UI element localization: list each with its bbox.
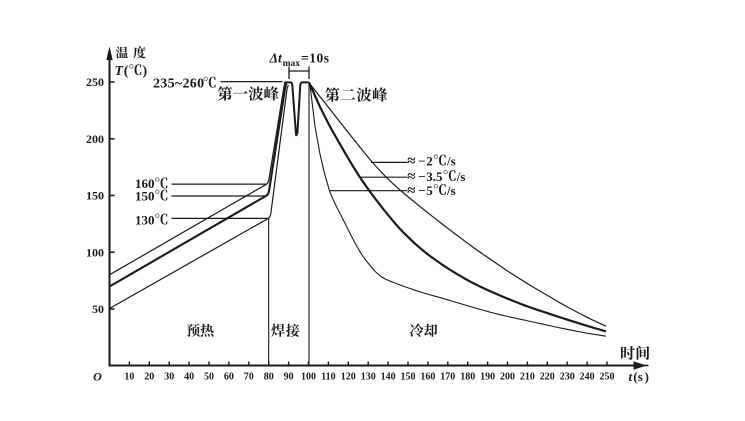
svg-text:240: 240 [580, 371, 595, 382]
svg-text:5: 5 [426, 183, 433, 198]
svg-text:3.5: 3.5 [426, 169, 443, 184]
svg-text:180: 180 [460, 371, 475, 382]
svg-text:150: 150 [135, 188, 155, 203]
svg-text:130: 130 [361, 371, 376, 382]
svg-text:90: 90 [284, 371, 294, 382]
svg-text:100: 100 [86, 245, 104, 259]
svg-text:110: 110 [321, 371, 335, 382]
svg-text:(: ( [124, 64, 129, 79]
svg-text:20: 20 [144, 371, 154, 382]
svg-text:140: 140 [381, 371, 396, 382]
svg-text:210: 210 [520, 371, 535, 382]
svg-text:Δt: Δt [269, 51, 283, 66]
svg-text:130: 130 [135, 212, 155, 227]
svg-text:s: s [638, 369, 643, 384]
svg-text:170: 170 [440, 371, 455, 382]
svg-text:120: 120 [341, 371, 356, 382]
svg-text:50: 50 [92, 302, 104, 316]
svg-text:250: 250 [600, 371, 615, 382]
svg-text:40: 40 [184, 371, 194, 382]
svg-text:50: 50 [204, 371, 214, 382]
svg-text:−: − [418, 183, 425, 198]
svg-text:150: 150 [86, 189, 104, 203]
svg-text:220: 220 [540, 371, 555, 382]
svg-text:160: 160 [420, 371, 435, 382]
svg-text:≈: ≈ [407, 153, 415, 169]
svg-text:200: 200 [86, 132, 104, 146]
svg-text:10: 10 [124, 371, 134, 382]
svg-text:/s: /s [446, 183, 456, 198]
svg-text:=10s: =10s [301, 51, 329, 66]
svg-text:235~260: 235~260 [153, 77, 204, 92]
svg-text:100: 100 [301, 371, 316, 382]
svg-text:190: 190 [480, 371, 495, 382]
svg-text:70: 70 [244, 371, 254, 382]
svg-text:≈: ≈ [407, 169, 415, 185]
svg-text:/s: /s [446, 153, 456, 168]
svg-text:t: t [629, 369, 633, 384]
svg-text:max: max [283, 59, 301, 69]
svg-text:): ) [143, 64, 148, 79]
svg-text:≈: ≈ [407, 183, 415, 199]
svg-text:160: 160 [135, 176, 155, 191]
svg-text:250: 250 [86, 75, 104, 89]
svg-text:(: ( [633, 369, 637, 384]
svg-text:80: 80 [264, 371, 274, 382]
svg-text:−: − [418, 153, 425, 168]
svg-text:60: 60 [224, 371, 234, 382]
svg-text:2: 2 [426, 153, 433, 168]
svg-text:/s: /s [456, 169, 466, 184]
svg-text:O: O [93, 370, 102, 384]
svg-text:150: 150 [401, 371, 416, 382]
svg-text:): ) [645, 369, 649, 384]
svg-text:230: 230 [560, 371, 575, 382]
svg-text:30: 30 [164, 371, 174, 382]
svg-text:−: − [418, 169, 425, 184]
svg-text:T: T [115, 64, 125, 79]
svg-text:200: 200 [500, 371, 515, 382]
